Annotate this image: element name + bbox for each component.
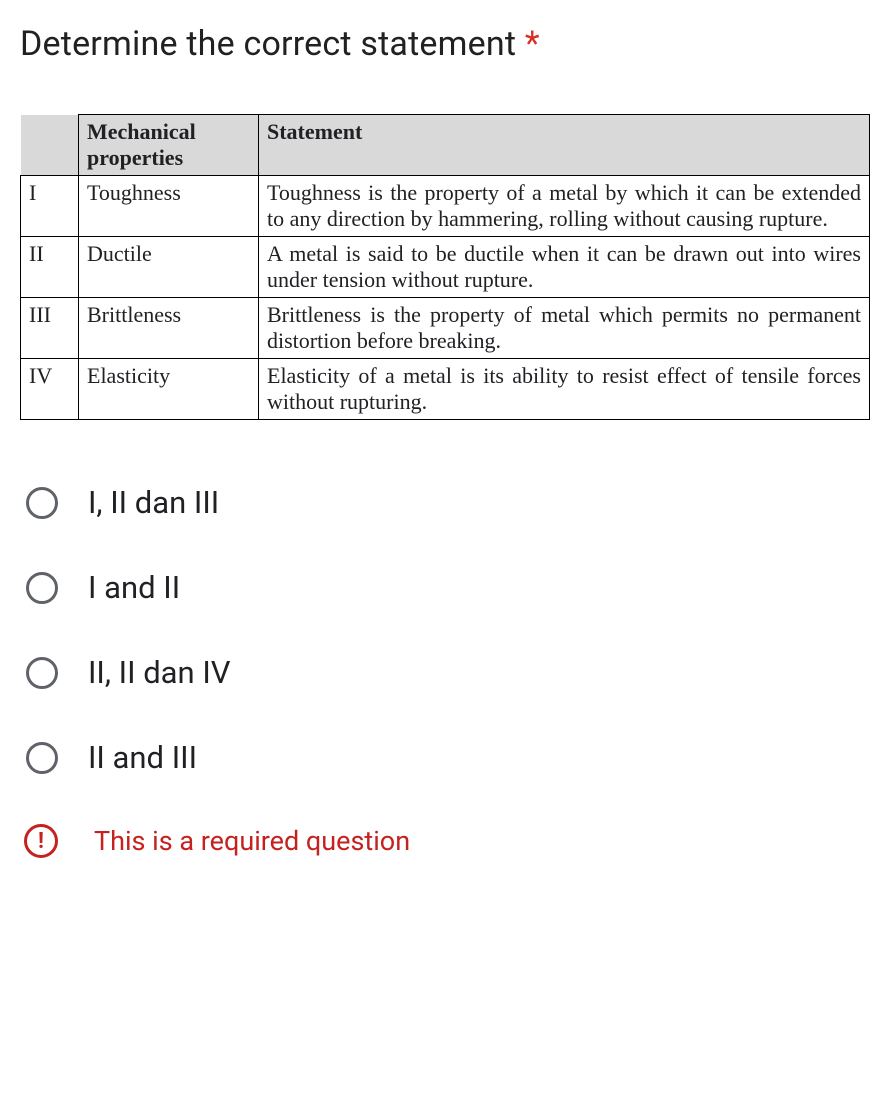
radio-icon[interactable] xyxy=(26,572,58,604)
row-property: Elasticity xyxy=(79,359,259,420)
option-label: I, II dan III xyxy=(88,484,219,521)
table-corner-cell xyxy=(21,115,79,176)
row-property: Ductile xyxy=(79,237,259,298)
row-statement: Toughness is the property of a metal by … xyxy=(259,176,870,237)
option-label: I and II xyxy=(88,569,180,606)
required-error: ! This is a required question xyxy=(20,824,873,858)
row-statement: Brittleness is the property of metal whi… xyxy=(259,298,870,359)
row-number: III xyxy=(21,298,79,359)
question-title: Determine the correct statement * xyxy=(20,24,873,64)
row-statement: Elasticity of a metal is its ability to … xyxy=(259,359,870,420)
row-property: Toughness xyxy=(79,176,259,237)
alert-icon: ! xyxy=(24,824,58,858)
table-header-statement: Statement xyxy=(259,115,870,176)
option-label: II, II dan IV xyxy=(88,654,231,691)
required-asterisk: * xyxy=(516,24,539,64)
option-label: II and III xyxy=(88,739,197,776)
option-row-1[interactable]: I, II dan III xyxy=(20,460,873,545)
row-number: II xyxy=(21,237,79,298)
table-row: I Toughness Toughness is the property of… xyxy=(21,176,870,237)
table-row: III Brittleness Brittleness is the prope… xyxy=(21,298,870,359)
statements-table-wrap: Mechanical properties Statement I Toughn… xyxy=(20,114,873,420)
question-title-text: Determine the correct statement xyxy=(20,24,516,64)
row-statement: A metal is said to be ductile when it ca… xyxy=(259,237,870,298)
table-header-property: Mechanical properties xyxy=(79,115,259,176)
options-group: I, II dan III I and II II, II dan IV II … xyxy=(20,460,873,800)
option-row-3[interactable]: II, II dan IV xyxy=(20,630,873,715)
radio-icon[interactable] xyxy=(26,487,58,519)
table-row: IV Elasticity Elasticity of a metal is i… xyxy=(21,359,870,420)
table-row: II Ductile A metal is said to be ductile… xyxy=(21,237,870,298)
radio-icon[interactable] xyxy=(26,657,58,689)
row-number: I xyxy=(21,176,79,237)
table-header-row: Mechanical properties Statement xyxy=(21,115,870,176)
row-property: Brittleness xyxy=(79,298,259,359)
option-row-2[interactable]: I and II xyxy=(20,545,873,630)
radio-icon[interactable] xyxy=(26,742,58,774)
error-text: This is a required question xyxy=(94,825,410,857)
option-row-4[interactable]: II and III xyxy=(20,715,873,800)
statements-table: Mechanical properties Statement I Toughn… xyxy=(20,114,870,420)
alert-icon-glyph: ! xyxy=(38,829,44,854)
row-number: IV xyxy=(21,359,79,420)
